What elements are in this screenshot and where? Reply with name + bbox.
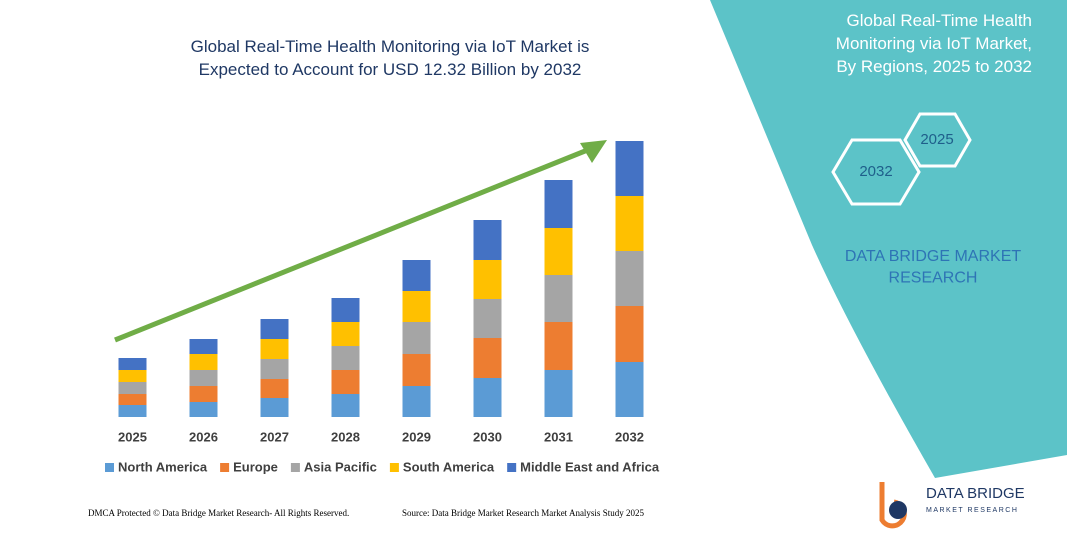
bar-segment (402, 386, 431, 417)
x-tick-label: 2031 (544, 429, 573, 444)
bar-segment (473, 260, 502, 299)
arrow-head (580, 140, 607, 163)
bar-segment (189, 354, 218, 370)
x-tick-label: 2026 (189, 429, 218, 444)
hexagon (903, 112, 972, 168)
bar-segment (189, 402, 218, 417)
bar-segment (615, 196, 644, 251)
bar-segment (331, 346, 360, 370)
bar-segment (615, 251, 644, 306)
bar-segment (189, 370, 218, 386)
bar-segment (260, 359, 289, 379)
bar-segment (118, 382, 147, 394)
x-tick-label: 2027 (260, 429, 289, 444)
bar-segment (544, 322, 573, 370)
legend-swatch (220, 463, 230, 472)
bar-segment (118, 405, 147, 417)
bar-segment (260, 319, 289, 339)
bar-segment (544, 228, 573, 275)
bar-segment (189, 339, 218, 354)
panel-title: Global Real-Time Health Monitoring via Io… (836, 11, 1032, 76)
bar-segment (473, 338, 502, 378)
x-tick-label: 2028 (331, 429, 360, 444)
bar-segment (118, 358, 147, 370)
legend-swatch (290, 463, 300, 472)
legend-label: South America (403, 459, 495, 474)
logo-tagline: MARKET RESEARCH (926, 507, 1018, 514)
bar-segment (473, 299, 502, 338)
bar-segment (473, 220, 502, 260)
bar-segment (615, 141, 644, 196)
bar-segment (402, 260, 431, 291)
logo-mark (889, 501, 907, 519)
x-tick-label: 2025 (118, 429, 147, 444)
bar-segment (260, 398, 289, 417)
bar-segment (118, 370, 147, 382)
bar-segment (260, 379, 289, 398)
bar-segment (118, 394, 147, 405)
hex-label: 2032 (859, 163, 892, 180)
brand-text: DATA BRIDGE MARKET RESEARCH (845, 248, 1022, 287)
legend-label: North America (118, 459, 208, 474)
logo-name: DATA BRIDGE (926, 485, 1025, 502)
bar-segment (615, 306, 644, 362)
bar-segment (402, 354, 431, 386)
bar-segment (331, 370, 360, 394)
legend-swatch (105, 463, 114, 472)
bar-segment (402, 291, 431, 322)
footer-right: Source: Data Bridge Market Research Mark… (402, 508, 644, 518)
bar-segment (189, 386, 218, 402)
bar-segment (615, 362, 644, 417)
bar-segment (473, 378, 502, 417)
legend-label: Asia Pacific (304, 459, 377, 474)
legend-label: Middle East and Africa (520, 459, 660, 474)
legend-label: Europe (233, 459, 278, 474)
footer-left: DMCA Protected © Data Bridge Market Rese… (88, 508, 349, 518)
bar-segment (544, 275, 573, 322)
x-tick-label: 2032 (615, 429, 644, 444)
bar-segment (402, 322, 431, 354)
bar-segment (260, 339, 289, 359)
hex-label: 2025 (920, 131, 953, 148)
legend-swatch (389, 463, 399, 472)
trend-arrow (114, 142, 601, 343)
bar-segment (544, 180, 573, 228)
x-tick-label: 2030 (473, 429, 502, 444)
legend-swatch (507, 463, 517, 472)
side-panel (710, 0, 1067, 478)
bar-segment (544, 370, 573, 417)
x-tick-label: 2029 (402, 429, 431, 444)
bar-segment (331, 298, 360, 322)
chart-title: Global Real-Time Health Monitoring via I… (191, 37, 590, 79)
hexagon (831, 138, 921, 206)
bar-segment (331, 394, 360, 417)
bar-segment (331, 322, 360, 346)
